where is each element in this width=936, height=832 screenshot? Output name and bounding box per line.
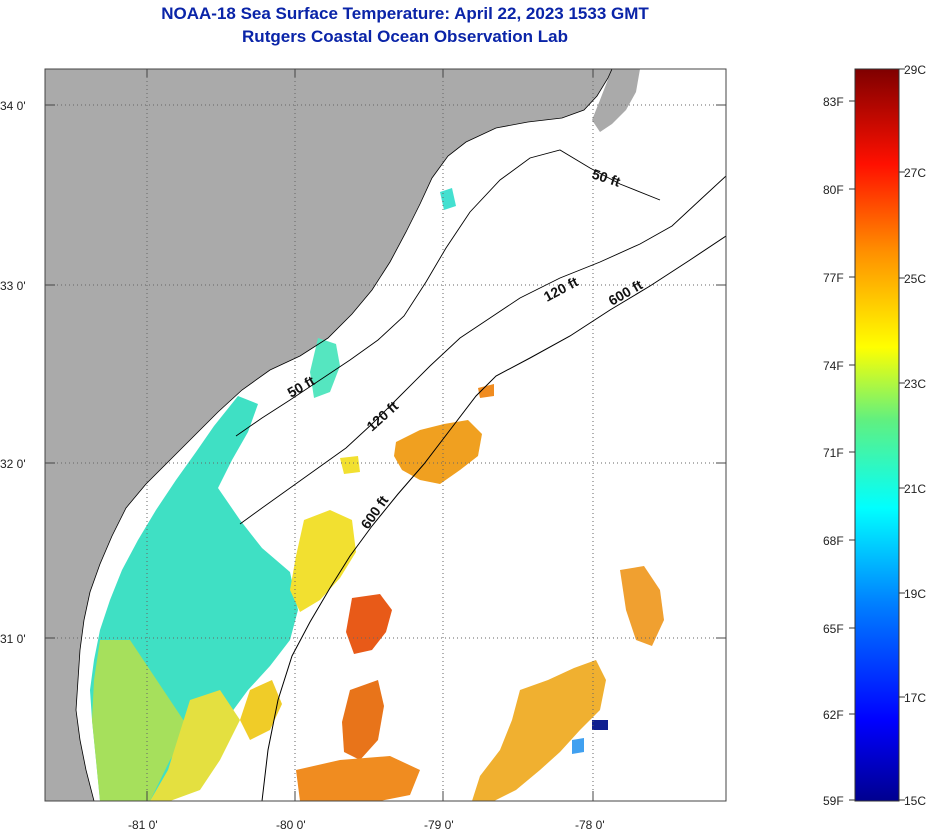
isobath-600ft [261,235,726,801]
colorbar-ticks [849,68,905,801]
lon-label: -80 0' [276,818,306,832]
sst-patch-yellow-south [240,680,282,740]
sst-patch-orange-small [478,384,494,398]
colorbar-f-label: 80F [823,183,844,197]
colorbar [854,68,900,802]
lat-label: 32 0' [0,457,26,471]
colorbar-c-label: 17C [904,691,926,705]
colorbar-f-label: 71F [823,446,844,460]
sst-patch-orange-gulfstream [394,420,482,484]
colorbar-c-label: 15C [904,794,926,808]
sst-patch-lightblue [572,738,584,754]
sst-patch-small-cyan [440,188,456,210]
colorbar-f-label: 65F [823,622,844,636]
sst-patch-green-coast [92,640,190,801]
colorbar-f-label: 59F [823,794,844,808]
sst-patch-yellow-small [340,456,360,474]
sst-patch-orange-east [472,660,606,801]
colorbar-f-label: 74F [823,359,844,373]
lat-label: 33 0' [0,279,26,293]
colorbar-c-label: 25C [904,272,926,286]
sst-patch-orange-south2 [296,756,420,801]
colorbar-f-label: 77F [823,271,844,285]
sst-patch-north [310,338,340,398]
colorbar-f-label: 62F [823,708,844,722]
map-title: NOAA-18 Sea Surface Temperature: April 2… [161,4,649,23]
coastline [75,69,613,801]
colorbar-c-label: 27C [904,166,926,180]
lat-label: 31 0' [0,632,26,646]
lat-label: 34 0' [0,99,26,113]
lon-label: -81 0' [128,818,158,832]
axis-ticks [45,69,726,801]
sst-patch-red-1 [346,594,392,654]
sst-patch-yellow-mid [290,510,356,612]
isobath-120ft [239,175,726,525]
sst-patch-yellow-shelf [150,690,240,801]
colorbar-f-label: 83F [823,95,844,109]
isobath-50ft [235,149,661,437]
colorbar-c-label: 23C [904,377,926,391]
land-mass-nc [592,69,640,132]
lon-label: -78 0' [575,818,605,832]
land-mass [45,69,612,801]
graticule [45,69,726,801]
lon-label: -79 0' [424,818,454,832]
colorbar-c-label: 19C [904,587,926,601]
map-frame [44,68,727,802]
colorbar-f-label: 68F [823,534,844,548]
sst-patch-blue [592,720,608,730]
map-subtitle: Rutgers Coastal Ocean Observation Lab [242,27,568,46]
colorbar-c-label: 21C [904,482,926,496]
sst-patch-orange-far [620,566,664,646]
sst-patch-orange-south [342,680,384,760]
colorbar-c-label: 29C [904,63,926,77]
